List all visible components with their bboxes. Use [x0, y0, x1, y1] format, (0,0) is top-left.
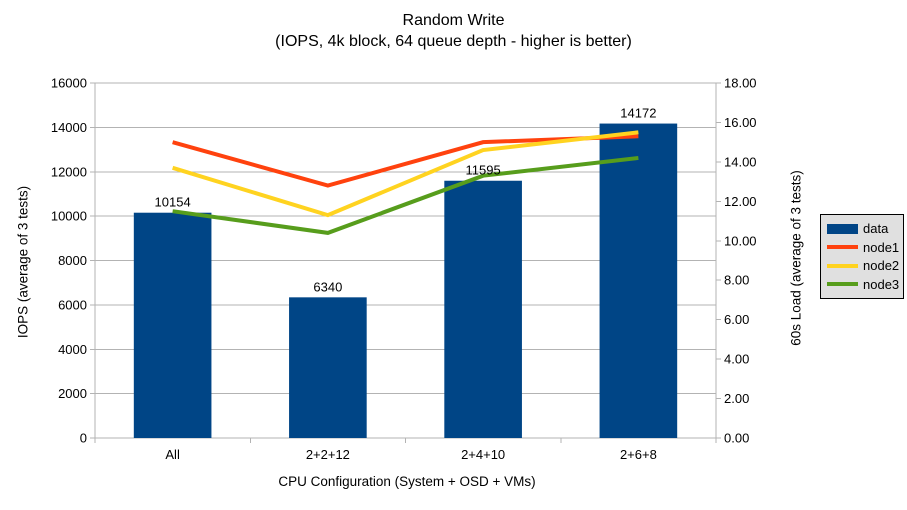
x-category-label: 2+2+12 [306, 447, 350, 462]
right-tick-label: 18.00 [724, 76, 757, 91]
bar-value-label: 11595 [466, 163, 501, 178]
legend-bar-swatch [827, 223, 858, 234]
left-tick-label: 0 [80, 431, 87, 446]
bar-data [444, 180, 522, 438]
right-tick-label: 16.00 [724, 115, 757, 130]
legend-line-swatch [827, 245, 858, 250]
line-series-group [172, 130, 639, 235]
legend: data node1 node2 node3 [820, 214, 904, 299]
line-node2 [172, 130, 639, 218]
bar-value-label: 10154 [155, 195, 191, 210]
right-tick-label: 10.00 [724, 233, 757, 248]
right-axis-title: 60s Load (average of 3 tests) [788, 170, 804, 346]
right-tick-label: 0.00 [724, 431, 749, 446]
x-category-label: 2+6+8 [620, 447, 657, 462]
legend-label: node1 [863, 239, 900, 255]
left-tick-label: 4000 [58, 342, 87, 357]
left-tick-label: 10000 [51, 209, 87, 224]
left-tick-label: 16000 [51, 76, 87, 91]
legend-entry-data: data [827, 221, 901, 236]
right-tick-label: 2.00 [724, 391, 749, 406]
bar-data [289, 297, 367, 438]
x-axis-title: CPU Configuration (System + OSD + VMs) [278, 474, 536, 489]
legend-line-swatch [827, 282, 858, 287]
chart-subtitle: (IOPS, 4k block, 64 queue depth - higher… [275, 33, 632, 50]
legend-entry-node2: node2 [827, 258, 901, 273]
right-tick-label: 6.00 [724, 312, 749, 327]
left-tick-label: 6000 [58, 297, 87, 312]
bar-series-group [133, 123, 678, 438]
legend-line-swatch [827, 263, 858, 268]
legend-label: data [863, 221, 889, 237]
bar-value-label: 14172 [620, 106, 656, 121]
legend-label: node2 [863, 258, 900, 274]
chart-text-group: 0 2000 4000 6000 8000 10000 12000 14000 16000 0.0… [51, 76, 757, 463]
left-tick-label: 8000 [58, 253, 87, 268]
right-tick-label: 12.00 [724, 194, 757, 209]
legend-entry-node3: node3 [827, 277, 901, 292]
bar-data [599, 123, 678, 438]
chart-title: Random Write [402, 12, 505, 29]
left-tick-label: 14000 [51, 120, 87, 135]
left-tick-label: 12000 [51, 164, 87, 179]
x-category-label: All [165, 447, 180, 462]
right-tick-label: 8.00 [724, 273, 749, 288]
right-tick-label: 4.00 [724, 352, 749, 367]
bar-value-label: 6340 [313, 279, 342, 294]
left-tick-label: 2000 [58, 386, 87, 401]
line-node3 [172, 155, 639, 235]
bar-data [133, 212, 212, 438]
line-node1 [172, 134, 639, 188]
legend-entry-node1: node1 [827, 240, 901, 255]
x-category-label: 2+4+10 [461, 447, 505, 462]
left-axis-title: IOPS (average of 3 tests) [15, 185, 31, 339]
right-tick-label: 14.00 [724, 154, 757, 169]
legend-label: node3 [863, 276, 900, 292]
